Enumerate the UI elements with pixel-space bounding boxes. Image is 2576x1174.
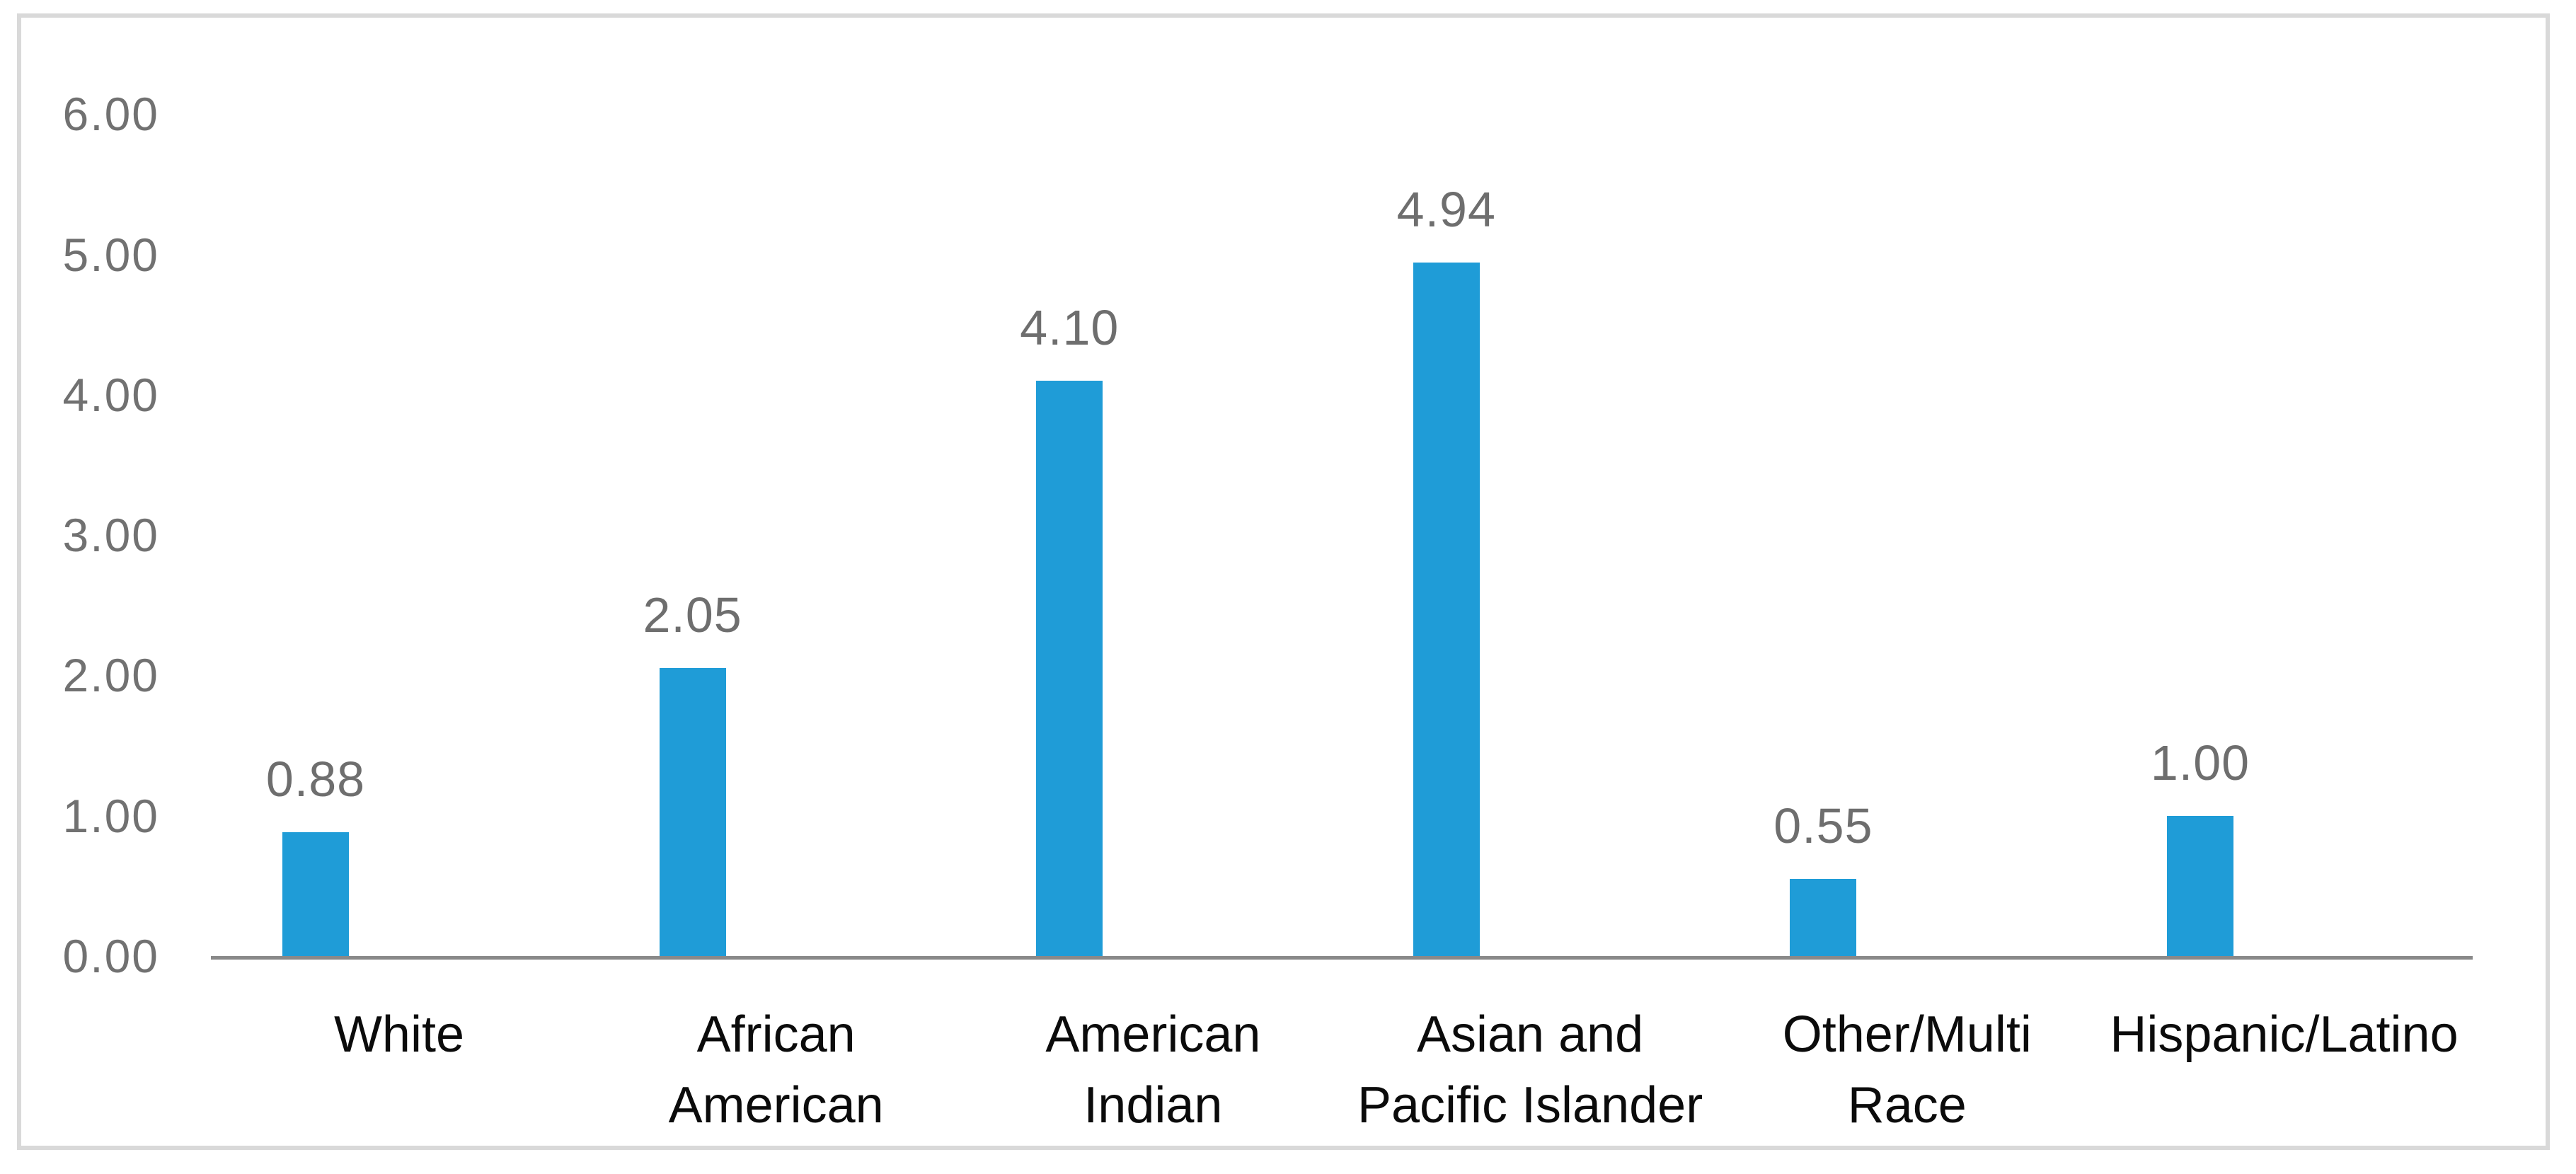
bar [1790, 879, 1857, 956]
bar-value-label: 4.10 [1020, 300, 1120, 355]
y-tick-label: 5.00 [62, 228, 159, 281]
x-category-label: Hispanic/Latino [2110, 1006, 2459, 1063]
y-tick-label: 4.00 [62, 368, 159, 421]
bar-value-label: 0.88 [265, 752, 366, 807]
bar [1036, 381, 1103, 956]
y-tick-label: 3.00 [62, 509, 159, 562]
x-category-label: White [333, 1006, 465, 1063]
bar [282, 832, 349, 956]
y-tick-label: 2.00 [62, 649, 159, 702]
bar-value-label: 4.94 [1396, 182, 1496, 237]
bar [659, 668, 726, 956]
x-axis-line [211, 956, 2473, 960]
y-tick-label: 6.00 [62, 88, 159, 141]
bar-value-label: 0.55 [1773, 798, 1873, 853]
bar [2167, 816, 2233, 956]
bar-value-label: 2.05 [643, 587, 742, 643]
x-category-label: Other/Multi Race [1782, 1006, 2032, 1134]
y-tick-label: 0.00 [62, 930, 159, 982]
x-category-label: African American [668, 1006, 884, 1134]
x-category-label: American Indian [1045, 1006, 1261, 1134]
chart-border [17, 13, 2550, 1150]
x-category-label: Asian and Pacific Islander [1357, 1006, 1703, 1134]
y-tick-label: 1.00 [62, 789, 159, 842]
bar [1413, 263, 1480, 956]
bar-value-label: 1.00 [2150, 735, 2250, 790]
